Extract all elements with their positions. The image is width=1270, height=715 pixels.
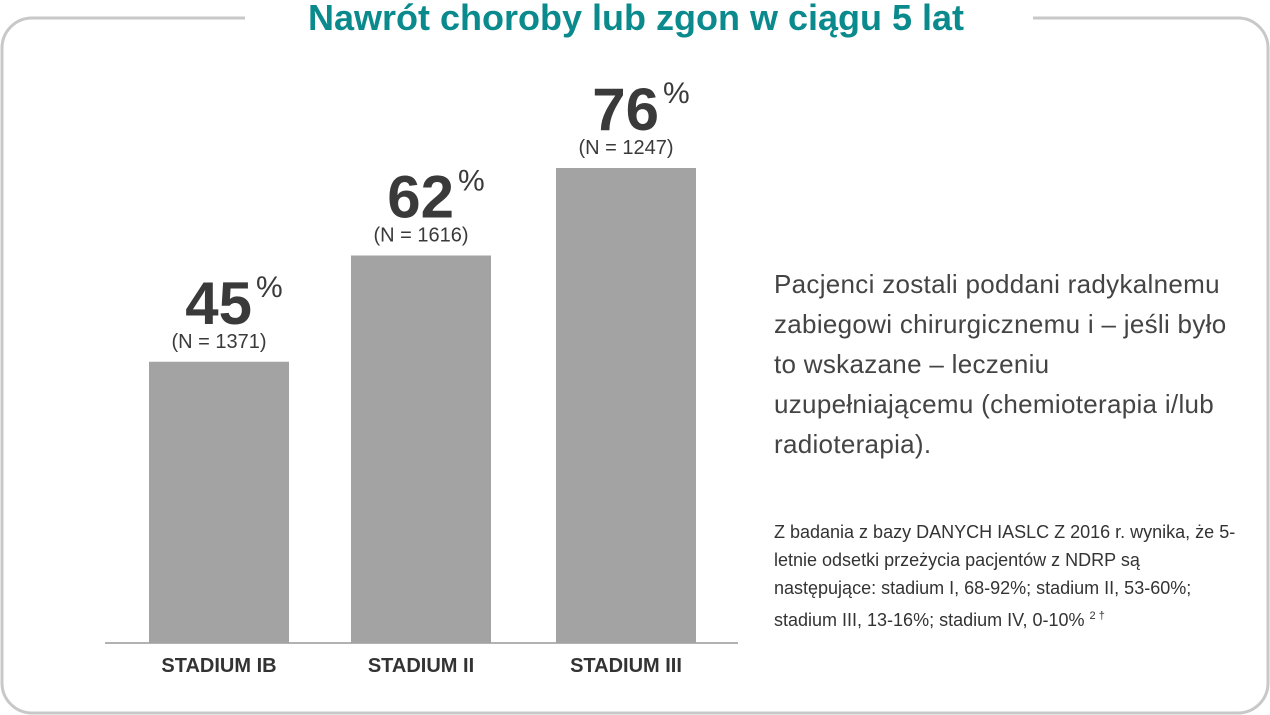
description: Pacjenci zostali poddani radykalnemu zab… (774, 269, 1227, 459)
n-label: (N = 1247) (578, 137, 673, 159)
x-tick-label: STADIUM III (570, 655, 682, 677)
n-label: (N = 1616) (373, 225, 468, 247)
bar (556, 168, 696, 643)
bar (351, 255, 491, 643)
value-unit: % (256, 271, 283, 304)
footnote: Z badania z bazy DANYCH IASLC Z 2016 r. … (774, 518, 1244, 634)
footnote-text: Z badania z bazy DANYCH IASLC Z 2016 r. … (774, 522, 1236, 630)
value-label: 45 (185, 270, 252, 337)
n-label: (N = 1371) (171, 331, 266, 353)
value-unit: % (663, 77, 690, 110)
footnote-ref: 2 † (1089, 610, 1105, 622)
chart-title: Nawrót choroby lub zgon w ciągu 5 lat (308, 0, 964, 38)
frame (0, 16, 1270, 715)
value-unit: % (458, 165, 485, 198)
bar (149, 361, 289, 643)
x-tick-label: STADIUM IB (161, 655, 276, 677)
x-tick-label: STADIUM II (368, 655, 474, 677)
value-label: 76 (592, 76, 659, 143)
value-label: 62 (387, 164, 454, 231)
